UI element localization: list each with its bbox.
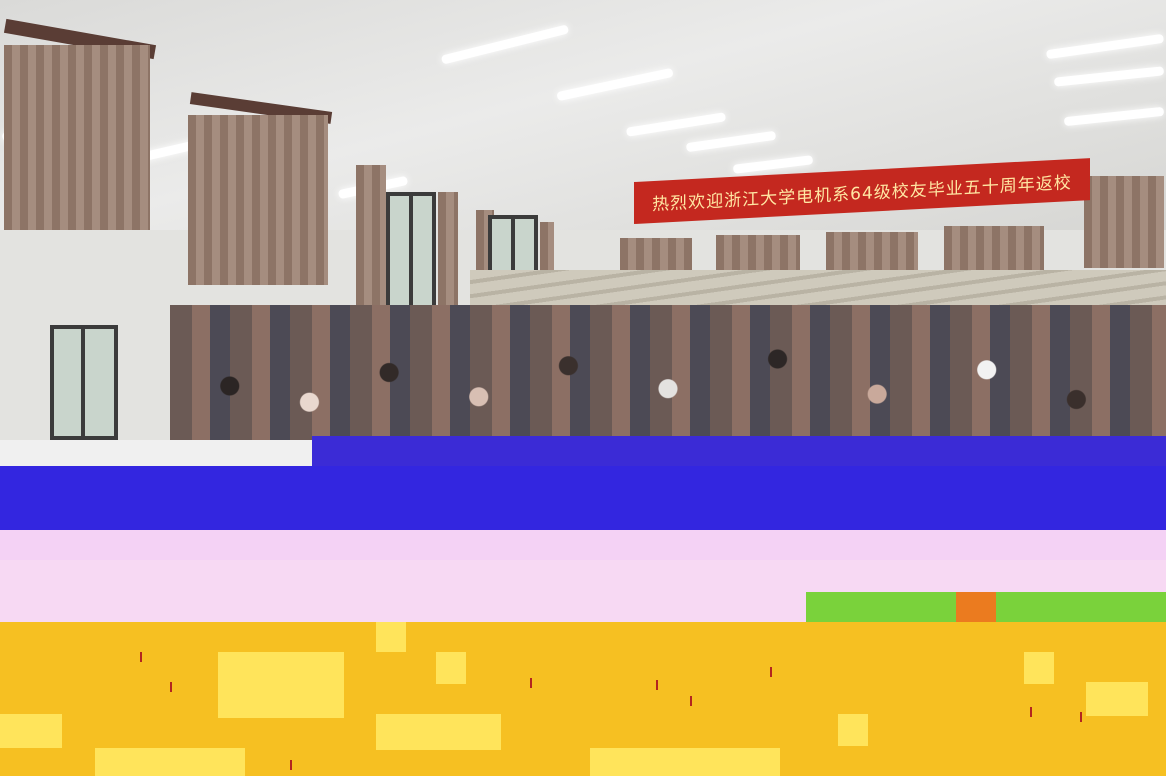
glitch-band-green — [806, 592, 1166, 624]
audience — [170, 305, 1166, 440]
glitch-band-pink — [0, 530, 1166, 560]
glitch-band-yellow — [0, 622, 1166, 776]
glitch-band-blue — [0, 466, 1166, 558]
window — [50, 325, 118, 440]
curtain — [4, 45, 150, 230]
glitch-band-blue — [312, 436, 1166, 466]
curtain — [1084, 176, 1164, 268]
curtain — [188, 115, 328, 285]
